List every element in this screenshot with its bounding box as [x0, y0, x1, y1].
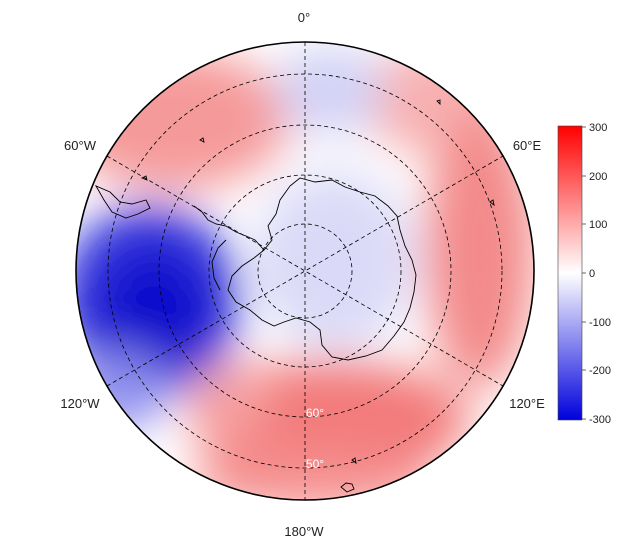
- colorbar-tick-label: 0: [589, 268, 595, 280]
- lat-label-50: 50°: [306, 457, 324, 471]
- lon-label-120w: 120°W: [60, 396, 100, 411]
- anomaly-field: [76, 42, 534, 500]
- lon-label-180w: 180°W: [284, 524, 324, 539]
- colorbar-tick-label: -200: [589, 365, 611, 377]
- lon-label-0: 0°: [298, 10, 310, 25]
- graticule: [106, 42, 504, 500]
- lon-label-120e: 120°E: [509, 396, 545, 411]
- colorbar-gradient: [557, 125, 583, 421]
- colorbar-tick-label: -100: [589, 317, 611, 329]
- lon-label-60w: 60°W: [64, 138, 97, 153]
- colorbar-tick-label: 200: [589, 171, 607, 183]
- meridian-120w-60e: [106, 155, 504, 387]
- colorbar-tick-label: 100: [589, 219, 607, 231]
- colorbar: 300 200 100 0 -100 -200 -300: [557, 122, 611, 426]
- lon-label-60e: 60°E: [513, 138, 542, 153]
- meridian-60w-120e: [106, 155, 504, 387]
- map-boundary: [75, 41, 535, 501]
- colorbar-tick-label: 300: [589, 122, 607, 134]
- lat-label-60: 60°: [306, 406, 324, 420]
- colorbar-tick-label: -300: [589, 414, 611, 426]
- latitude-circle-60: [158, 124, 452, 418]
